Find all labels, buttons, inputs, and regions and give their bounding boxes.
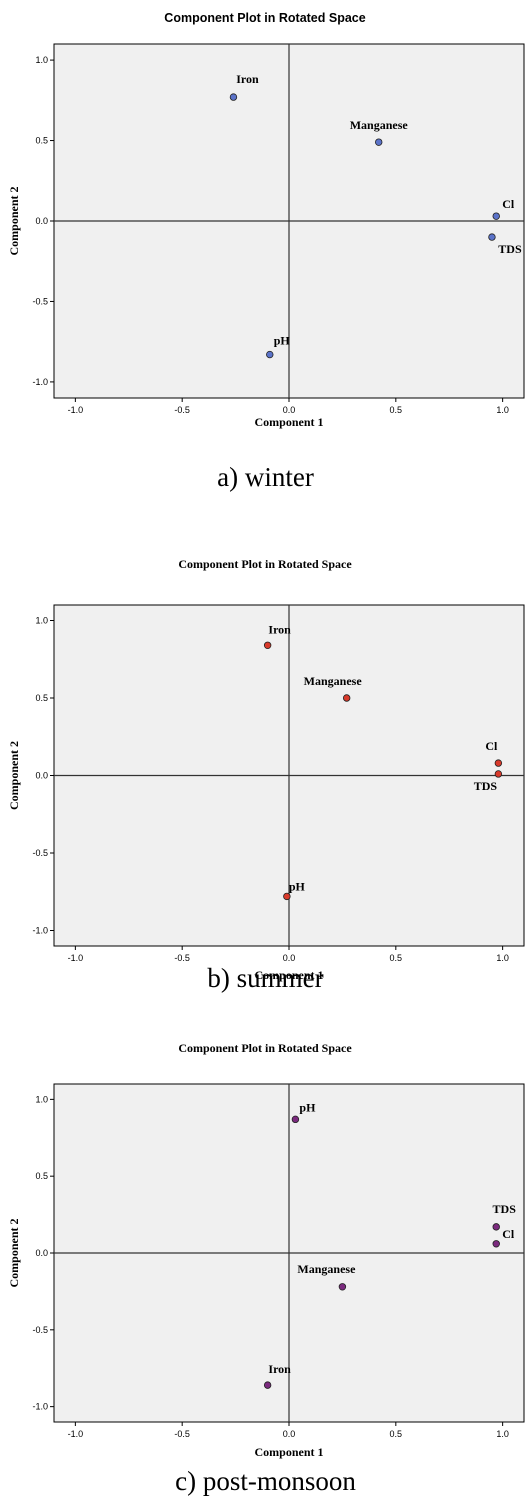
x-tick-label: 1.0: [496, 1429, 509, 1439]
y-tick-label: -0.5: [32, 848, 48, 858]
point-label-iron: Iron: [268, 622, 291, 636]
x-axis-label: Component 1: [254, 415, 323, 429]
point-iron: [263, 1381, 272, 1389]
point-label-cl: Cl: [502, 197, 515, 211]
x-axis-label: Component 1: [254, 968, 323, 982]
x-tick-label: 0.5: [390, 1429, 403, 1439]
x-axis-label: Component 1: [254, 1445, 323, 1459]
y-tick-label: 1.0: [35, 616, 48, 626]
y-axis-label: Component 2: [7, 186, 21, 255]
point-label-iron: Iron: [236, 72, 259, 86]
y-axis-label: Component 2: [7, 741, 21, 810]
point-ph: [283, 892, 291, 901]
point-label-cl: Cl: [485, 739, 498, 753]
point-label-tds: TDS: [498, 242, 522, 256]
chart-title: Component Plot in Rotated Space: [178, 557, 352, 571]
point-manganese: [342, 694, 351, 702]
point-cl: [492, 212, 500, 220]
chart-summer: Component Plot in Rotated Space -1.0 -0.5 0…: [7, 557, 525, 982]
y-tick-label: -0.5: [32, 296, 48, 306]
chart-panel-winter: Component Plot in Rotated Space -1.0 -0.5 0…: [0, 0, 531, 504]
point-tds: [492, 1223, 500, 1231]
chart-winter: Component Plot in Rotated Space -1.0 -0.5 0…: [7, 11, 525, 429]
x-tick-label: 0.0: [283, 953, 296, 963]
point-ph: [291, 1115, 300, 1124]
point-cl: [492, 1240, 500, 1248]
point-label-ph: pH: [289, 879, 306, 893]
caption-winter: a) winter: [217, 462, 314, 492]
y-tick-label: 1.0: [35, 1094, 48, 1104]
x-tick-label: -0.5: [174, 405, 190, 415]
caption-post-monsoon: c) post-monsoon: [175, 1466, 356, 1496]
point-label-manganese: Manganese: [304, 674, 363, 688]
point-label-tds: TDS: [493, 1202, 517, 1216]
point-label-manganese: Manganese: [297, 1262, 356, 1276]
point-label-cl: Cl: [502, 1227, 515, 1241]
y-tick-label: -1.0: [32, 926, 48, 936]
point-manganese: [375, 138, 383, 146]
point-label-ph: pH: [274, 334, 291, 348]
x-tick-label: -0.5: [174, 1429, 190, 1439]
y-tick-label: 1.0: [35, 55, 48, 65]
y-tick-label: -1.0: [32, 1402, 48, 1412]
point-iron: [263, 641, 272, 649]
y-tick-label: 0.0: [35, 216, 48, 226]
chart-panel-summer: Component Plot in Rotated Space -1.0 -0.5 0…: [0, 504, 531, 1008]
chart-title: Component Plot in Rotated Space: [178, 1041, 352, 1055]
x-tick-label: 1.0: [496, 953, 509, 963]
point-tds: [488, 233, 496, 241]
x-tick-label: -1.0: [68, 1429, 84, 1439]
x-tick-label: -1.0: [68, 953, 84, 963]
point-label-iron: Iron: [268, 1362, 291, 1376]
point-label-ph: pH: [299, 1100, 316, 1114]
point-tds: [494, 770, 503, 778]
point-label-manganese: Manganese: [350, 118, 409, 132]
point-ph: [266, 350, 274, 359]
point-cl: [494, 759, 503, 767]
y-tick-label: 0.0: [35, 771, 48, 781]
x-tick-label: -0.5: [174, 953, 190, 963]
x-tick-label: -1.0: [68, 405, 84, 415]
point-label-tds: TDS: [474, 779, 498, 793]
x-tick-label: 0.0: [283, 405, 296, 415]
y-tick-label: 0.5: [35, 136, 48, 146]
x-tick-label: 1.0: [496, 405, 509, 415]
x-tick-label: 0.5: [390, 405, 403, 415]
y-axis-label: Component 2: [7, 1218, 21, 1287]
y-tick-label: -1.0: [32, 377, 48, 387]
chart-panel-post-monsoon: Component Plot in Rotated Space -1.0 -0.5 0…: [0, 1008, 531, 1512]
x-tick-label: 0.0: [283, 1429, 296, 1439]
y-tick-label: 0.0: [35, 1248, 48, 1258]
y-tick-label: -0.5: [32, 1325, 48, 1335]
chart-title: Component Plot in Rotated Space: [164, 11, 365, 25]
y-tick-label: 0.5: [35, 693, 48, 703]
y-tick-label: 0.5: [35, 1171, 48, 1181]
chart-post-monsoon: Component Plot in Rotated Space -1.0 -0.5 0…: [7, 1041, 525, 1459]
point-iron: [229, 93, 238, 101]
point-manganese: [338, 1283, 347, 1291]
x-tick-label: 0.5: [390, 953, 403, 963]
caption-summer: b) summer: [207, 963, 324, 993]
